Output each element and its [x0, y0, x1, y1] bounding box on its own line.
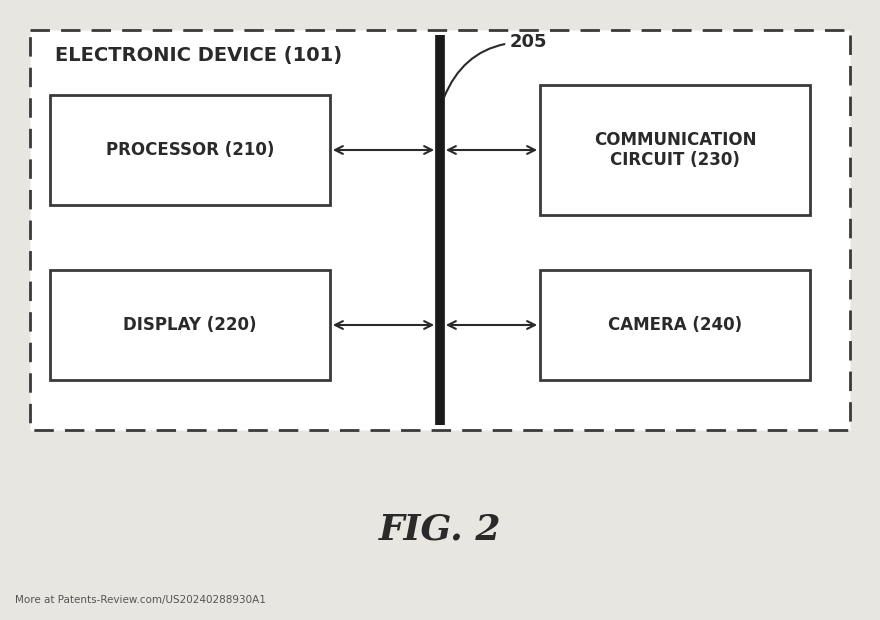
- Text: 205: 205: [444, 33, 547, 97]
- Text: ELECTRONIC DEVICE (101): ELECTRONIC DEVICE (101): [55, 45, 342, 64]
- Bar: [540, 85, 810, 215]
- Bar: [540, 270, 810, 380]
- Bar: [30, 30, 850, 430]
- Bar: [50, 95, 330, 205]
- Text: COMMUNICATION
CIRCUIT (230): COMMUNICATION CIRCUIT (230): [594, 131, 756, 169]
- Text: More at Patents-Review.com/US20240288930A1: More at Patents-Review.com/US20240288930…: [15, 595, 266, 605]
- Text: DISPLAY (220): DISPLAY (220): [123, 316, 257, 334]
- Text: CAMERA (240): CAMERA (240): [608, 316, 742, 334]
- Text: PROCESSOR (210): PROCESSOR (210): [106, 141, 275, 159]
- Text: FIG. 2: FIG. 2: [378, 513, 502, 547]
- Bar: [50, 270, 330, 380]
